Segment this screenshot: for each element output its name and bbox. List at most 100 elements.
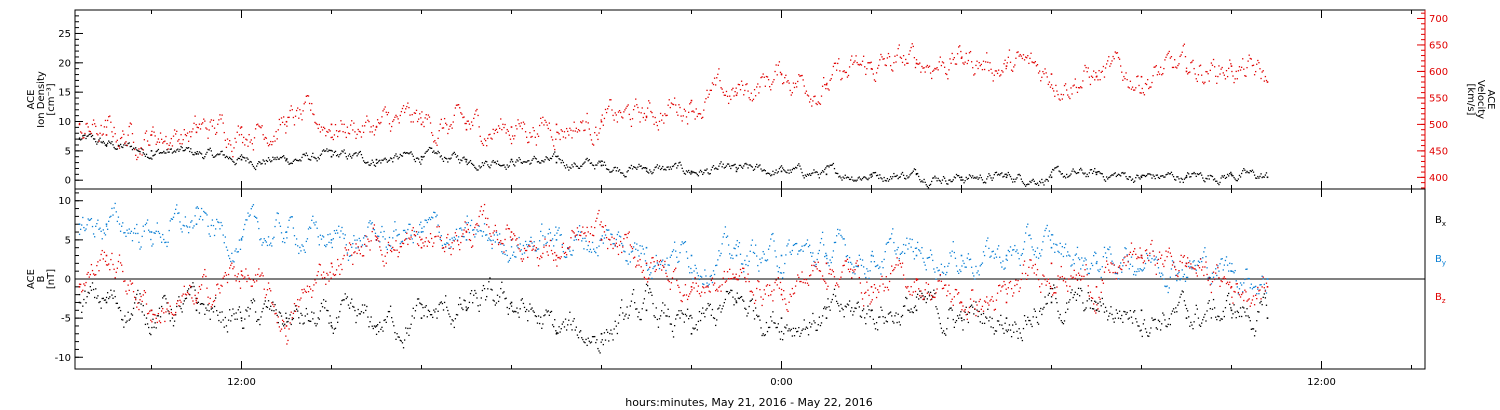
data-dot xyxy=(398,336,400,338)
data-dot xyxy=(667,104,669,106)
data-dot xyxy=(150,134,152,136)
data-dot xyxy=(576,234,579,236)
data-dot xyxy=(946,328,948,330)
data-dot xyxy=(583,162,585,164)
data-dot xyxy=(992,177,994,179)
data-dot xyxy=(856,61,858,64)
data-dot xyxy=(873,323,876,325)
data-dot xyxy=(1191,173,1193,175)
data-dot xyxy=(1076,91,1079,93)
data-dot xyxy=(765,173,768,175)
data-dot xyxy=(419,223,421,226)
data-dot xyxy=(343,254,345,257)
y-axis-label: Ion Density xyxy=(36,71,47,128)
data-dot xyxy=(218,288,220,290)
data-dot xyxy=(337,154,339,156)
data-dot xyxy=(781,82,784,85)
data-dot xyxy=(79,131,82,133)
data-dot xyxy=(685,315,688,317)
data-dot xyxy=(480,140,482,142)
data-dot xyxy=(254,128,257,130)
data-dot xyxy=(258,227,260,230)
data-dot xyxy=(987,176,989,178)
data-dot xyxy=(301,119,303,121)
data-dot xyxy=(1004,173,1006,175)
data-dot xyxy=(469,292,472,295)
data-dot xyxy=(1123,172,1125,175)
data-dot xyxy=(486,234,488,236)
data-dot xyxy=(349,302,352,304)
data-dot xyxy=(694,118,696,120)
data-dot xyxy=(1048,230,1051,232)
data-dot xyxy=(694,264,696,267)
data-dot xyxy=(88,219,90,222)
data-dot xyxy=(914,305,917,307)
data-dot xyxy=(560,328,562,330)
data-dot xyxy=(652,267,654,270)
data-dot xyxy=(184,149,187,151)
data-dot xyxy=(114,277,116,279)
data-dot xyxy=(726,163,729,165)
data-dot xyxy=(162,297,164,299)
data-dot xyxy=(611,233,613,236)
data-dot xyxy=(630,125,633,128)
data-dot xyxy=(109,296,111,298)
data-dot xyxy=(1084,64,1086,67)
data-dot xyxy=(151,321,153,323)
data-dot xyxy=(441,302,444,305)
data-dot xyxy=(1073,293,1075,296)
data-dot xyxy=(610,329,612,331)
data-dot xyxy=(157,148,160,151)
data-dot xyxy=(681,241,683,243)
data-dot xyxy=(576,165,579,168)
data-dot xyxy=(779,166,782,168)
data-dot xyxy=(164,294,166,297)
data-dot xyxy=(1066,255,1068,257)
data-dot xyxy=(489,277,491,279)
data-dot xyxy=(562,321,565,323)
data-dot xyxy=(1157,267,1160,269)
data-dot xyxy=(406,332,408,334)
data-dot xyxy=(293,310,296,312)
data-dot xyxy=(1023,59,1026,61)
data-dot xyxy=(439,302,441,304)
data-dot xyxy=(1206,267,1208,269)
data-dot xyxy=(1186,172,1189,174)
data-dot xyxy=(430,216,433,218)
data-dot xyxy=(814,171,816,174)
data-dot xyxy=(383,319,385,322)
data-dot xyxy=(1199,64,1202,66)
data-dot xyxy=(103,232,106,234)
data-dot xyxy=(116,139,118,141)
data-dot xyxy=(1082,80,1084,82)
data-dot xyxy=(691,172,693,174)
data-dot xyxy=(623,250,625,252)
data-dot xyxy=(649,102,651,104)
legend-by: By xyxy=(1435,254,1446,267)
data-dot xyxy=(1096,309,1098,311)
data-dot xyxy=(1129,176,1132,178)
data-dot xyxy=(800,75,802,77)
y-axis-label: ACE xyxy=(26,269,37,289)
data-dot xyxy=(138,150,140,152)
data-dot xyxy=(1074,254,1076,256)
data-dot xyxy=(354,239,356,241)
data-dot xyxy=(497,125,500,127)
data-dot xyxy=(1150,327,1152,329)
data-dot xyxy=(290,105,292,107)
data-dot xyxy=(1108,56,1110,58)
data-dot xyxy=(699,275,702,277)
data-dot xyxy=(139,248,141,250)
data-dot xyxy=(1137,268,1139,270)
data-dot xyxy=(340,230,342,232)
data-dot xyxy=(88,276,90,278)
data-dot xyxy=(884,316,886,319)
data-dot xyxy=(888,56,891,58)
data-dot xyxy=(538,124,541,127)
data-dot xyxy=(567,130,569,133)
data-dot xyxy=(645,116,648,119)
y-tick-label: 20 xyxy=(58,58,71,69)
data-dot xyxy=(589,342,592,344)
data-dot xyxy=(887,52,890,55)
data-dot xyxy=(1239,282,1242,284)
